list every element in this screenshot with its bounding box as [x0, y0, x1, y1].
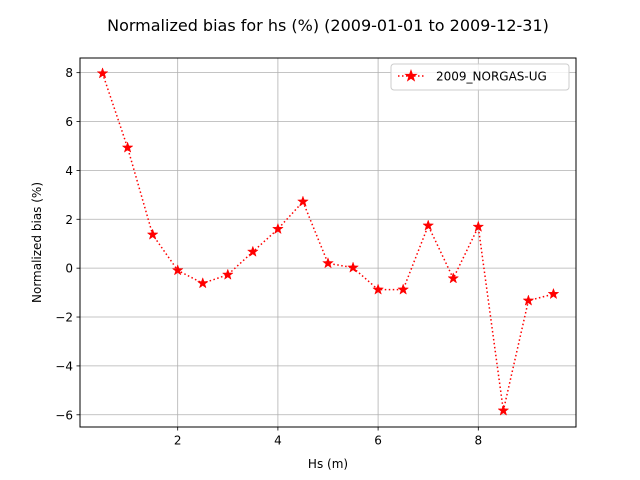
plot-frame — [79, 57, 577, 428]
y-tick-label: 4 — [65, 164, 73, 178]
y-tick-label: −4 — [55, 359, 73, 373]
data-point-marker — [171, 264, 184, 276]
y-tick-label: 2 — [65, 213, 73, 227]
y-tick-label: −2 — [55, 311, 73, 325]
data-point-marker — [497, 404, 510, 416]
data-point-marker — [271, 222, 284, 235]
data-point-marker — [221, 268, 234, 280]
data-point-marker — [196, 277, 209, 289]
ticks: 2 4 6 8 −6 −4 −2 0 2 4 6 8 — [55, 66, 482, 447]
chart-title: Normalized bias for hs (%) (2009-01-01 t… — [107, 16, 549, 35]
x-tick-label: 6 — [374, 434, 382, 448]
x-tick-label: 4 — [274, 434, 282, 448]
grid — [80, 58, 576, 427]
y-tick-label: 8 — [65, 66, 73, 80]
data-point-marker — [397, 283, 410, 295]
data-point-marker — [121, 141, 134, 153]
legend: 2009_NORGAS-UG — [390, 63, 570, 91]
data-point-marker — [322, 257, 334, 269]
data-point-marker — [447, 272, 460, 284]
data-point-marker — [296, 195, 309, 207]
x-tick-label: 8 — [474, 434, 482, 448]
y-tick-label: 6 — [65, 115, 73, 129]
series-layer — [96, 67, 560, 416]
data-point-marker — [422, 219, 435, 231]
y-tick-label: −6 — [55, 408, 73, 422]
data-point-marker — [547, 287, 560, 300]
x-axis-label: Hs (m) — [308, 457, 348, 471]
legend-box — [390, 63, 570, 91]
legend-marker-star — [404, 68, 418, 82]
data-point-marker — [372, 283, 385, 295]
data-point-marker — [146, 228, 159, 240]
data-point-marker — [472, 220, 485, 232]
y-axis-label: Normalized bias (%) — [30, 182, 44, 303]
data-point-marker — [347, 261, 360, 273]
data-point-marker — [522, 294, 535, 306]
y-tick-label: 0 — [65, 262, 73, 276]
x-tick-label: 2 — [174, 434, 182, 448]
data-point-marker — [96, 67, 109, 79]
legend-label: 2009_NORGAS-UG — [436, 70, 547, 84]
data-point-marker — [246, 245, 259, 257]
